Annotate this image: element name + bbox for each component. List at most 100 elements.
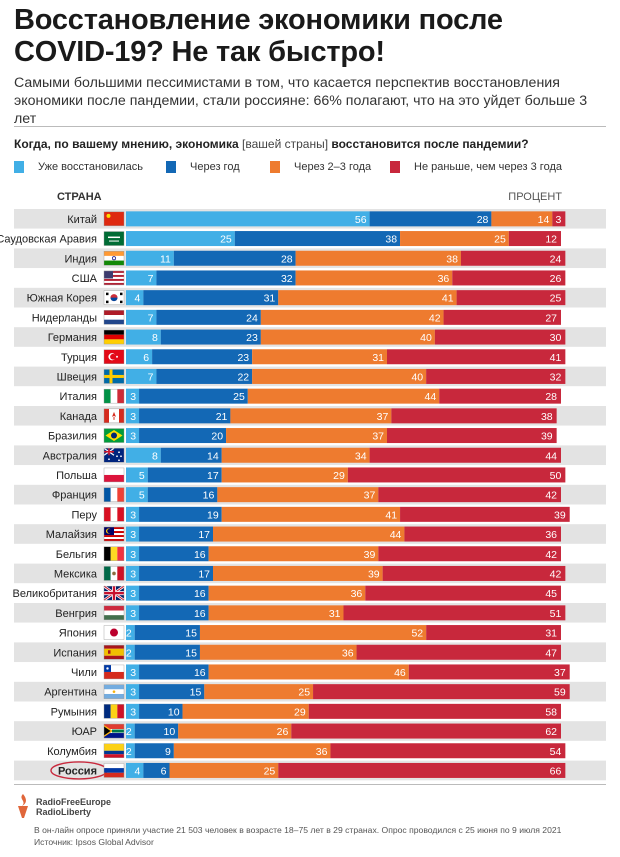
bar-segment-recovered (126, 625, 135, 641)
bar-value-label: 3 (130, 568, 136, 580)
bar-value-label: 8 (152, 450, 158, 462)
country-label: Турция (61, 352, 97, 364)
bar-segment-recovered (126, 270, 157, 286)
bar-segment-one-year (134, 723, 179, 739)
bar-segment-recovered (126, 329, 161, 345)
bar-segment-two-three (208, 546, 379, 562)
hungary-flag-icon (103, 605, 125, 621)
colombia-flag-icon (103, 743, 125, 758)
bar-segment-three-plus (369, 447, 561, 463)
divider (14, 126, 606, 127)
chart-row: Чили 3 16 46 37 (14, 662, 606, 682)
bar-segment-recovered (126, 428, 140, 444)
bar-segment-two-three (208, 605, 344, 621)
bar-value-label: 17 (198, 568, 210, 580)
page-title: Восстановление экономики после COVID-19?… (14, 4, 610, 68)
bar-value-label: 4 (135, 765, 141, 777)
bar-value-label: 14 (538, 214, 550, 226)
bar-segment-one-year (234, 231, 401, 247)
bar-segment-recovered (126, 526, 140, 542)
bar-segment-three-plus (343, 605, 566, 621)
percent-column-header: ПРОЦЕНТ (508, 191, 562, 203)
bar-value-label: 6 (161, 765, 167, 777)
bar-segment-two-three (204, 684, 314, 700)
bar-segment-one-year (160, 447, 222, 463)
bar-value-label: 3 (130, 667, 136, 679)
bar-segment-recovered (126, 388, 140, 404)
bar-segment-one-year (369, 211, 492, 227)
bar-value-label: 31 (545, 628, 557, 640)
bar-segment-recovered (126, 349, 153, 365)
bar-value-label: 39 (554, 509, 566, 521)
bar-segment-three-plus (330, 743, 566, 759)
south-korea-flag-icon (103, 290, 125, 305)
bar-value-label: 39 (364, 549, 376, 561)
bar-value-label: 10 (168, 706, 180, 718)
bar-segment-three-plus (291, 723, 561, 739)
bar-value-label: 15 (190, 687, 202, 699)
bar-value-label: 59 (554, 687, 566, 699)
bar-value-label: 44 (545, 450, 557, 462)
bar-value-label: 20 (211, 431, 223, 443)
bar-segment-three-plus (456, 290, 566, 306)
bar-value-label: 36 (438, 273, 450, 285)
bar-segment-three-plus (404, 526, 561, 542)
country-label: Польша (56, 470, 98, 482)
bar-value-label: 62 (545, 726, 557, 738)
country-label: Мексика (54, 568, 98, 580)
bar-segment-two-three (208, 585, 366, 601)
bar-value-label: 40 (420, 332, 432, 344)
bar-value-label: 6 (143, 352, 149, 364)
bar-segment-one-year (173, 250, 296, 266)
bar-value-label: 50 (550, 470, 562, 482)
netherlands-flag-icon (103, 310, 125, 325)
bar-segment-three-plus (460, 250, 566, 266)
bar-segment-recovered (126, 487, 148, 503)
bar-value-label: 7 (148, 273, 154, 285)
question-bracket: [вашей страны] (242, 137, 329, 151)
turkey-flag-icon (103, 349, 125, 364)
country-label: Швеция (57, 371, 97, 383)
bar-value-label: 3 (130, 431, 136, 443)
bar-segment-three-plus (408, 664, 570, 680)
bar-value-label: 19 (207, 509, 219, 521)
bar-segment-three-plus (426, 625, 561, 641)
bar-value-label: 16 (203, 490, 215, 502)
india-flag-icon (103, 251, 125, 266)
bar-value-label: 2 (126, 628, 132, 640)
bar-value-label: 47 (545, 647, 557, 659)
bar-value-label: 27 (545, 312, 557, 324)
chart-row: Мексика 3 17 39 42 (14, 563, 606, 584)
legend-label-one-year: Через год (190, 161, 240, 173)
chart-row: Великобритания 3 16 36 45 (13, 583, 606, 603)
japan-flag-icon (103, 625, 125, 640)
bar-segment-two-three (230, 408, 392, 424)
bar-segment-one-year (139, 664, 209, 680)
bar-segment-two-three (278, 290, 457, 306)
bar-segment-one-year (139, 428, 227, 444)
bar-segment-recovered (126, 250, 174, 266)
bar-value-label: 3 (130, 411, 136, 423)
bar-segment-one-year (139, 605, 209, 621)
bar-segment-three-plus (387, 349, 566, 365)
bar-value-label: 40 (411, 371, 423, 383)
bar-value-label: 54 (550, 746, 562, 758)
chart-row: Бельгия 3 16 39 42 (14, 543, 606, 564)
bar-value-label: 16 (194, 667, 206, 679)
country-label: Испания (53, 647, 97, 659)
bar-value-label: 3 (130, 608, 136, 620)
question-part-1: Когда, по вашему мнению, экономика (14, 137, 243, 151)
bar-value-label: 39 (368, 568, 380, 580)
bar-value-label: 7 (148, 371, 154, 383)
bar-segment-one-year (139, 408, 231, 424)
country-label: Венгрия (55, 608, 97, 620)
bar-value-label: 9 (165, 746, 171, 758)
bar-value-label: 26 (277, 726, 289, 738)
subtitle: Самыми большими пессимистами в том, что … (14, 74, 610, 128)
germany-flag-icon (103, 329, 125, 345)
chart-row: Бразилия 3 20 37 39 (14, 425, 606, 446)
usa-flag-icon (103, 270, 125, 286)
chart-row: Аргентина 3 15 25 59 (14, 681, 606, 702)
chart-row: Нидерланды 7 24 42 27 (14, 307, 606, 328)
bar-segment-one-year (143, 290, 279, 306)
